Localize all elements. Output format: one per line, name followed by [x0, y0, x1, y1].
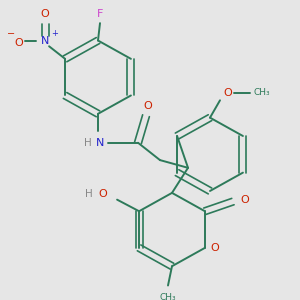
Text: O: O [144, 101, 152, 111]
Text: O: O [15, 38, 23, 48]
Text: H: H [85, 189, 93, 199]
Text: F: F [97, 8, 103, 19]
Text: CH₃: CH₃ [160, 292, 176, 300]
Text: −: − [7, 29, 15, 39]
Text: O: O [41, 10, 50, 20]
Text: N: N [96, 138, 104, 148]
Text: O: O [241, 195, 249, 205]
Text: N: N [41, 37, 49, 46]
Text: CH₃: CH₃ [254, 88, 270, 97]
Text: O: O [224, 88, 232, 98]
Text: O: O [99, 189, 107, 199]
Text: H: H [84, 138, 92, 148]
Text: +: + [52, 29, 58, 38]
Text: O: O [211, 243, 219, 253]
